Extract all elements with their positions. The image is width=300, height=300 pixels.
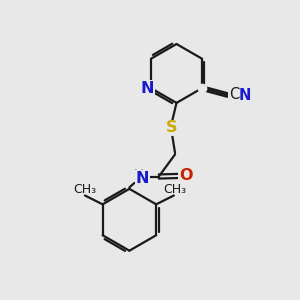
Text: CH₃: CH₃ [73, 182, 96, 196]
Text: S: S [166, 120, 178, 135]
Text: N: N [238, 88, 251, 103]
Text: O: O [179, 168, 193, 183]
Text: N: N [136, 171, 149, 186]
Text: H: H [133, 168, 143, 181]
Text: C: C [229, 87, 239, 102]
Text: N: N [141, 81, 154, 96]
Text: CH₃: CH₃ [163, 182, 186, 196]
